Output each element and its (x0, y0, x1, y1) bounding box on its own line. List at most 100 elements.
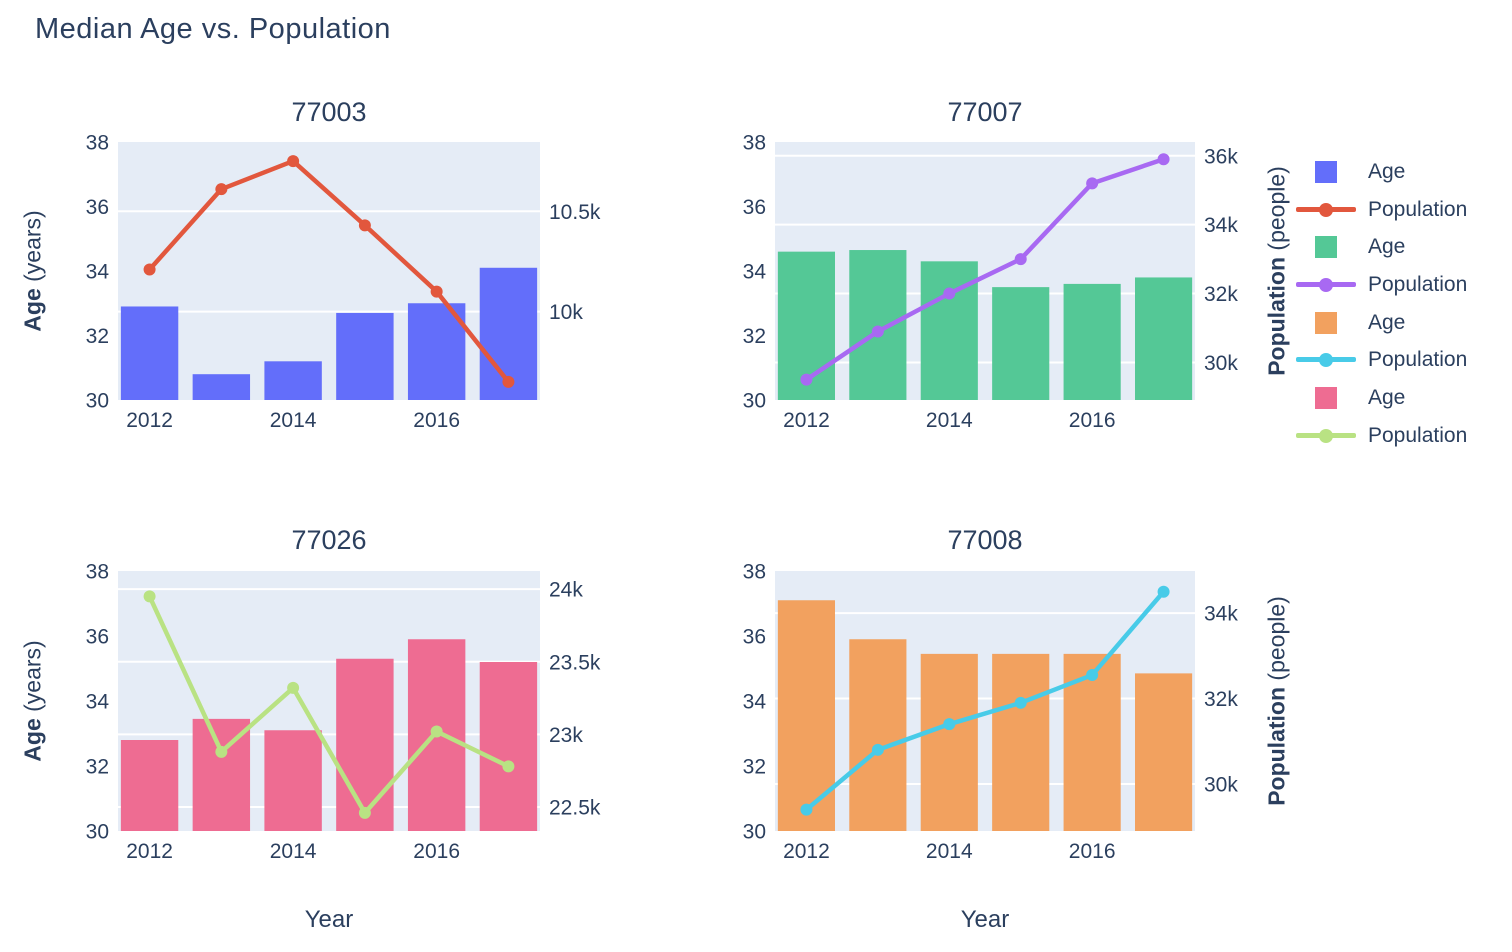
legend-label: Population (1368, 423, 1468, 447)
swatch-square (1315, 236, 1337, 259)
bar-77008-2012 (777, 600, 835, 831)
swatch-dot (1319, 202, 1333, 217)
population-point-77026-2016 (430, 725, 443, 738)
bar-77026-2015 (336, 658, 394, 831)
x-tick-label: 2014 (926, 840, 973, 863)
y-axis-title-age-bottom-bold: Age (19, 718, 46, 762)
legend-item-population[interactable]: Population (1296, 341, 1467, 379)
x-tick-label: 2016 (1069, 840, 1116, 863)
y-axis-title-population-bottom: Population (people) (1264, 596, 1291, 806)
plot-background (118, 571, 540, 831)
y-axis-title-population-top: Population (people) (1264, 166, 1291, 376)
subplot-title-77026: 77026 (291, 525, 367, 555)
subplot-77026: 30 32 34 36 38 22.5k 23k 23.5k 24k 2012 2014 2016 (86, 561, 601, 864)
bar-77007-2017 (1135, 277, 1193, 400)
y2-tick-label: 23.5k (549, 651, 601, 674)
population-point-77007-2013 (871, 325, 884, 338)
bar-77026-2014 (264, 730, 322, 831)
population-point-77003-2015 (358, 219, 371, 232)
bar-77008-2014 (920, 653, 978, 831)
y2-tick-label: 34k (1204, 603, 1238, 626)
legend-item-age[interactable]: Age (1296, 304, 1467, 342)
y-axis-title-population-bottom-bold: Population (1263, 686, 1290, 806)
y-tick-label: 30 (86, 821, 109, 844)
population-point-77026-2013 (215, 745, 228, 758)
y-axis-title-population-top-rest: (people) (1263, 166, 1290, 257)
y-tick-label: 30 (743, 821, 766, 844)
y-tick-label: 38 (86, 561, 109, 584)
y2-tick-label: 32k (1204, 688, 1238, 711)
population-line-swatch-icon (1296, 425, 1356, 447)
subplot-title-77007: 77007 (947, 97, 1023, 127)
swatch-dot (1319, 428, 1333, 443)
x-axis-title-year-right: Year (960, 906, 1010, 933)
y2-tick-label: 30k (1204, 773, 1238, 796)
subplot-title-77008: 77008 (947, 525, 1023, 555)
y-tick-label: 30 (743, 390, 766, 413)
y2-tick-label: 30k (1204, 352, 1238, 375)
y2-tick-label: 24k (549, 579, 583, 602)
y2-tick-label: 32k (1204, 283, 1238, 306)
population-point-77007-2015 (1014, 253, 1027, 266)
population-point-77008-2014 (943, 718, 956, 731)
bar-77026-2012 (120, 740, 179, 831)
population-line-swatch-icon (1296, 274, 1356, 296)
legend-label: Age (1368, 235, 1406, 259)
y-tick-label: 38 (86, 132, 109, 155)
swatch-square (1315, 311, 1337, 334)
y-tick-label: 34 (743, 691, 767, 714)
population-point-77007-2014 (943, 287, 956, 300)
bar-77026-2017 (479, 662, 538, 831)
legend-item-age[interactable]: Age (1296, 379, 1467, 417)
y-tick-label: 34 (743, 261, 767, 284)
legend: Age Population Age Population Age Population A… (1296, 153, 1467, 455)
population-point-77007-2016 (1086, 177, 1099, 190)
x-tick-label: 2016 (413, 409, 460, 432)
y2-tick-label: 22.5k (549, 797, 601, 820)
x-tick-label: 2014 (926, 409, 973, 432)
y-tick-label: 36 (743, 626, 766, 649)
legend-item-population[interactable]: Population (1296, 266, 1467, 304)
bar-77003-2012 (120, 306, 179, 400)
y2-tick-label: 34k (1204, 214, 1238, 237)
y-tick-label: 32 (86, 325, 109, 348)
population-point-77003-2016 (430, 285, 443, 298)
legend-item-age[interactable]: Age (1296, 153, 1467, 191)
legend-label: Age (1368, 385, 1406, 409)
x-tick-label: 2012 (126, 840, 173, 863)
population-point-77008-2013 (871, 743, 884, 756)
population-point-77007-2017 (1157, 153, 1170, 166)
y-tick-label: 36 (86, 626, 109, 649)
legend-label: Age (1368, 310, 1406, 334)
bar-77007-2013 (849, 250, 907, 400)
legend-item-age[interactable]: Age (1296, 228, 1467, 266)
y-axis-title-age-bottom-rest: (years) (19, 640, 46, 719)
swatch-dot (1319, 277, 1333, 292)
y2-tick-label: 23k (549, 724, 583, 747)
x-tick-label: 2014 (270, 840, 317, 863)
figure-title: Median Age vs. Population (35, 13, 391, 45)
y-axis-title-age-top-rest: (years) (19, 210, 46, 289)
population-line-77003 (147, 158, 511, 385)
y-tick-label: 32 (743, 756, 766, 779)
y-axis-title-age-bottom: Age (years) (20, 640, 47, 761)
y-tick-label: 36 (743, 196, 766, 219)
swatch-dot (1319, 353, 1333, 368)
population-point-77008-2017 (1157, 585, 1170, 598)
y-tick-label: 32 (743, 325, 766, 348)
legend-label: Population (1368, 348, 1468, 372)
x-tick-label: 2016 (1069, 409, 1116, 432)
bar-77008-2017 (1135, 673, 1193, 831)
population-point-77026-2017 (502, 760, 515, 773)
swatch-square (1315, 160, 1337, 183)
legend-item-population[interactable]: Population (1296, 191, 1467, 229)
y-axis-title-population-top-bold: Population (1263, 256, 1290, 376)
y2-tick-label: 10.5k (549, 201, 601, 224)
y-tick-label: 38 (743, 561, 766, 584)
legend-item-population[interactable]: Population (1296, 417, 1467, 455)
plot-background (118, 142, 540, 400)
bar-77008-2013 (849, 639, 907, 831)
y-tick-label: 36 (86, 196, 109, 219)
